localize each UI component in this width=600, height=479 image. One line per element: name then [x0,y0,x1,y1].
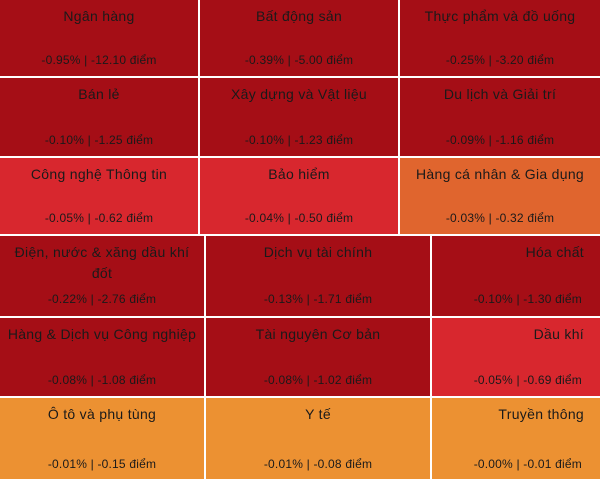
tile-label: Tài nguyên Cơ bản [255,326,381,342]
tile-stat: -0.01% | -0.08 điểm [263,457,373,471]
tile-label: Điện, nước & xăng dầu khí đốt [14,244,190,281]
tile-label: Bán lẻ [78,86,120,102]
tile-stat: -0.25% | -3.20 điểm [445,53,555,67]
tile-stat: -0.08% | -1.02 điểm [263,373,373,387]
tile-stat: -0.05% | -0.69 điểm [473,373,582,387]
tile-stat: -0.95% | -12.10 điểm [41,53,157,67]
tile-y-te[interactable]: Y tế -0.01% | -0.08 điểm [206,398,432,479]
tile-label: Dầu khí [533,326,584,342]
tile-label: Y tế [305,406,331,422]
tile-label: Hàng & Dịch vụ Công nghiệp [7,326,197,342]
tile-stat: -0.00% | -0.01 điểm [473,457,582,471]
tile-label: Xây dựng và Vật liệu [230,86,367,102]
tile-label: Truyền thông [498,406,584,422]
tile-stat: -0.09% | -1.16 điểm [445,133,555,147]
tile-label: Hàng cá nhân & Gia dụng [415,166,585,182]
tile-du-lich-giai-tri[interactable]: Du lịch và Giải trí -0.09% | -1.16 điểm [400,78,600,158]
tile-dich-vu-tai-chinh[interactable]: Dịch vụ tài chính -0.13% | -1.71 điểm [206,236,432,318]
tile-stat: -0.10% | -1.30 điểm [473,292,582,306]
tile-ban-le[interactable]: Bán lẻ -0.10% | -1.25 điểm [0,78,200,158]
tile-label: Công nghệ Thông tin [30,166,168,182]
tile-dien-nuoc-xang-dau[interactable]: Điện, nước & xăng dầu khí đốt -0.22% | -… [0,236,206,318]
tile-label: Bất động sản [255,8,343,24]
tile-stat: -0.05% | -0.62 điểm [44,211,154,225]
tile-label: Thực phẩm và đồ uống [424,8,576,24]
tile-stat: -0.10% | -1.25 điểm [44,133,154,147]
tile-ngan-hang[interactable]: Ngân hàng -0.95% | -12.10 điểm [0,0,200,78]
tile-stat: -0.39% | -5.00 điểm [244,53,354,67]
tile-label: Hóa chất [525,244,584,260]
tile-truyen-thong[interactable]: Truyền thông -0.00% | -0.01 điểm [432,398,600,479]
tile-label: Bảo hiểm [268,166,330,182]
tile-label: Dịch vụ tài chính [263,244,373,260]
tile-stat: -0.03% | -0.32 điểm [445,211,555,225]
tile-label: Ô tô và phụ tùng [47,406,157,422]
tile-cong-nghe-thong-tin[interactable]: Công nghệ Thông tin -0.05% | -0.62 điểm [0,158,200,236]
tile-stat: -0.01% | -0.15 điểm [47,457,157,471]
tile-label: Du lịch và Giải trí [443,86,557,102]
tile-o-to-phu-tung[interactable]: Ô tô và phụ tùng -0.01% | -0.15 điểm [0,398,206,479]
tile-bao-hiem[interactable]: Bảo hiểm -0.04% | -0.50 điểm [200,158,400,236]
tile-label: Ngân hàng [63,8,135,24]
tile-stat: -0.13% | -1.71 điểm [263,292,373,306]
tile-stat: -0.08% | -1.08 điểm [47,373,157,387]
tile-hang-ca-nhan-gia-dung[interactable]: Hàng cá nhân & Gia dụng -0.03% | -0.32 đ… [400,158,600,236]
tile-stat: -0.04% | -0.50 điểm [244,211,354,225]
tile-hoa-chat[interactable]: Hóa chất -0.10% | -1.30 điểm [432,236,600,318]
tile-thuc-pham-do-uong[interactable]: Thực phẩm và đồ uống -0.25% | -3.20 điểm [400,0,600,78]
tile-stat: -0.10% | -1.23 điểm [244,133,354,147]
tile-dau-khi[interactable]: Dầu khí -0.05% | -0.69 điểm [432,318,600,398]
tile-xay-dung-vat-lieu[interactable]: Xây dựng và Vật liệu -0.10% | -1.23 điểm [200,78,400,158]
tile-stat: -0.22% | -2.76 điểm [47,292,157,306]
tile-tai-nguyen-co-ban[interactable]: Tài nguyên Cơ bản -0.08% | -1.02 điểm [206,318,432,398]
tile-hang-dich-vu-cong-nghiep[interactable]: Hàng & Dịch vụ Công nghiệp -0.08% | -1.0… [0,318,206,398]
tile-bat-dong-san[interactable]: Bất động sản -0.39% | -5.00 điểm [200,0,400,78]
